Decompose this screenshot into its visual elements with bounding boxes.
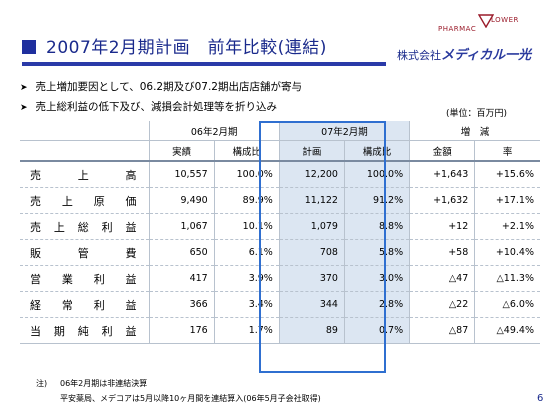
cell-change-amount: +12 bbox=[409, 213, 476, 240]
title-bullet-square bbox=[22, 40, 36, 54]
note-line-2: 平安薬局、メデコアは5月以降10ヶ月間を連結算入(06年5月子会社取得) bbox=[60, 394, 321, 403]
cell-change-rate: +17.1% bbox=[474, 187, 540, 214]
table-row: 売上高 10,557 100.0% 12,200 100.0% +1,643 +… bbox=[20, 161, 540, 188]
arrow-bullet-icon: ➤ bbox=[20, 103, 28, 113]
cell-change-rate: +2.1% bbox=[474, 213, 540, 240]
cell-plan-ratio: 2.8% bbox=[344, 291, 411, 318]
cell-plan: 89 bbox=[279, 317, 345, 344]
row-label: 当期純利益 bbox=[20, 317, 150, 344]
cell-plan: 370 bbox=[279, 265, 345, 292]
header-rate: 率 bbox=[474, 140, 540, 162]
cell-plan-ratio: 5.8% bbox=[344, 239, 411, 266]
cell-actual: 176 bbox=[149, 317, 215, 344]
cell-ratio: 1.7% bbox=[214, 317, 280, 344]
row-label: 売上高 bbox=[20, 161, 150, 188]
cell-change-amount: △22 bbox=[409, 291, 476, 318]
header-empty bbox=[20, 140, 150, 162]
cell-actual: 366 bbox=[149, 291, 215, 318]
cell-change-rate: +15.6% bbox=[474, 161, 540, 188]
row-label: 売上総利益 bbox=[20, 213, 150, 240]
bullet-1: ➤ 売上増加要因として、06.2期及び07.2期出店店舗が寄与 bbox=[20, 79, 302, 94]
table-row: 営業利益 417 3.9% 370 3.0% △47 △11.3% bbox=[20, 265, 540, 292]
header-ratio: 構成比 bbox=[214, 140, 280, 162]
cell-plan-ratio: 8.8% bbox=[344, 213, 411, 240]
logo-text-pharmac: PHARMAC bbox=[438, 25, 477, 33]
table-row: 当期純利益 176 1.7% 89 0.7% △87 △49.4% bbox=[20, 317, 540, 344]
bullet-2: ➤ 売上総利益の低下及び、減損会計処理等を折り込み bbox=[20, 99, 277, 114]
cell-actual: 1,067 bbox=[149, 213, 215, 240]
bullet-text: 売上増加要因として、06.2期及び07.2期出店店舗が寄与 bbox=[35, 81, 302, 93]
bullet-text: 売上総利益の低下及び、減損会計処理等を折り込み bbox=[35, 101, 278, 113]
cell-actual: 417 bbox=[149, 265, 215, 292]
header-actual: 実績 bbox=[149, 140, 215, 162]
cell-plan-ratio: 0.7% bbox=[344, 317, 411, 344]
cell-ratio: 89.9% bbox=[214, 187, 280, 214]
flower-logo-icon bbox=[478, 14, 494, 28]
note-line-1: 06年2月期は非連結決算 bbox=[60, 379, 148, 388]
unit-label: (単位：百万円) bbox=[446, 109, 508, 119]
company-prefix: 株式会社 bbox=[397, 49, 441, 62]
cell-change-rate: +10.4% bbox=[474, 239, 540, 266]
row-label: 売上原価 bbox=[20, 187, 150, 214]
cell-ratio: 3.9% bbox=[214, 265, 280, 292]
header-plan: 計画 bbox=[279, 140, 345, 162]
page-number: 6 bbox=[537, 393, 544, 404]
header-ratio: 構成比 bbox=[344, 140, 411, 162]
cell-change-amount: △47 bbox=[409, 265, 476, 292]
table-sub-header-row: 実績 構成比 計画 構成比 金額 率 bbox=[20, 140, 540, 162]
table-row: 売上原価 9,490 89.9% 11,122 91.2% +1,632 +17… bbox=[20, 187, 540, 214]
cell-ratio: 6.1% bbox=[214, 239, 280, 266]
cell-change-amount: +58 bbox=[409, 239, 476, 266]
cell-plan: 344 bbox=[279, 291, 345, 318]
row-label: 経常利益 bbox=[20, 291, 150, 318]
cell-change-rate: △11.3% bbox=[474, 265, 540, 292]
table-row: 経常利益 366 3.4% 344 2.8% △22 △6.0% bbox=[20, 291, 540, 318]
table-row: 売上総利益 1,067 10.1% 1,079 8.8% +12 +2.1% bbox=[20, 213, 540, 240]
cell-ratio: 10.1% bbox=[214, 213, 280, 240]
company-name-main: メディカル一光 bbox=[441, 48, 532, 63]
row-label: 営業利益 bbox=[20, 265, 150, 292]
cell-ratio: 100.0% bbox=[214, 161, 280, 188]
cell-change-rate: △49.4% bbox=[474, 317, 540, 344]
cell-change-amount: +1,643 bbox=[409, 161, 476, 188]
cell-change-rate: △6.0% bbox=[474, 291, 540, 318]
cell-plan-ratio: 91.2% bbox=[344, 187, 411, 214]
row-label: 販管費 bbox=[20, 239, 150, 266]
note-prefix: 注) bbox=[36, 379, 48, 388]
header-fy2007: 07年2月期 bbox=[279, 121, 411, 141]
cell-change-amount: △87 bbox=[409, 317, 476, 344]
cell-plan: 12,200 bbox=[279, 161, 345, 188]
cell-plan-ratio: 100.0% bbox=[344, 161, 411, 188]
company-name: 株式会社メディカル一光 bbox=[397, 44, 531, 63]
header-amount: 金額 bbox=[409, 140, 476, 162]
cell-plan: 708 bbox=[279, 239, 345, 266]
table-row: 販管費 650 6.1% 708 5.8% +58 +10.4% bbox=[20, 239, 540, 266]
cell-plan: 1,079 bbox=[279, 213, 345, 240]
title-underline bbox=[22, 62, 386, 66]
financial-table: 06年2月期 07年2月期 増 減 実績 構成比 計画 構成比 金額 率 売上高… bbox=[20, 121, 540, 344]
cell-change-amount: +1,632 bbox=[409, 187, 476, 214]
cell-plan: 11,122 bbox=[279, 187, 345, 214]
table-group-header-row: 06年2月期 07年2月期 増 減 bbox=[20, 121, 540, 141]
logo-text-flower: LOWER bbox=[491, 16, 519, 24]
cell-actual: 10,557 bbox=[149, 161, 215, 188]
header-empty bbox=[20, 121, 150, 141]
header-fy2006: 06年2月期 bbox=[149, 121, 280, 141]
header-change: 増 減 bbox=[409, 121, 540, 141]
cell-actual: 650 bbox=[149, 239, 215, 266]
arrow-bullet-icon: ➤ bbox=[20, 83, 28, 93]
page-title: 2007年2月期計画 前年比較(連結) bbox=[46, 38, 327, 58]
cell-plan-ratio: 3.0% bbox=[344, 265, 411, 292]
cell-actual: 9,490 bbox=[149, 187, 215, 214]
cell-ratio: 3.4% bbox=[214, 291, 280, 318]
